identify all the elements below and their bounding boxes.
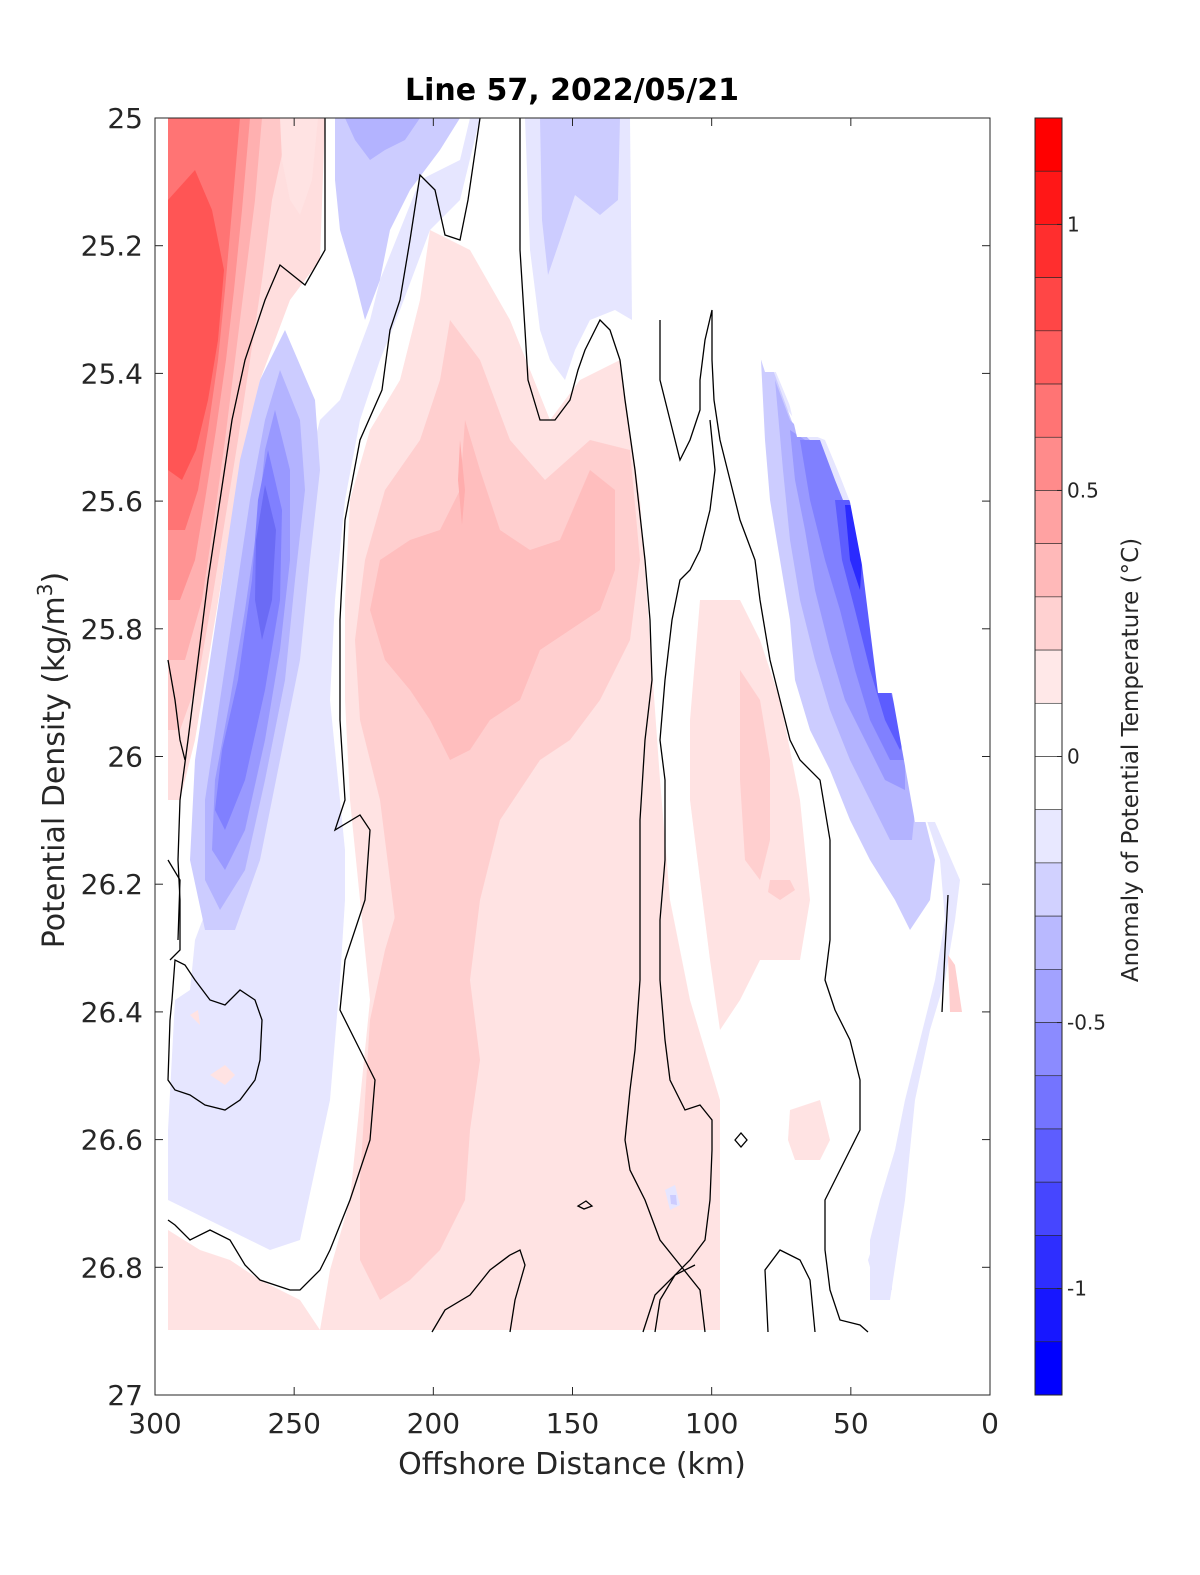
y-tick-label: 26.8 xyxy=(81,1251,143,1284)
colorbar-tick-label: -0.5 xyxy=(1067,1011,1106,1035)
y-axis: 25 25.2 25.4 25.6 25.8 26 26.2 26.4 26.6 26.8 27 xyxy=(81,102,990,1412)
colorbar-tick-label: -1 xyxy=(1067,1277,1087,1301)
x-tick-label: 150 xyxy=(546,1407,599,1440)
x-tick-label: 50 xyxy=(833,1407,869,1440)
zero-contour-lines xyxy=(167,118,949,1333)
x-tick-label: 250 xyxy=(267,1407,320,1440)
contour-line-5 xyxy=(519,118,706,1333)
y-tick-label: 25.4 xyxy=(81,357,143,390)
warm-offshore-l6 xyxy=(168,170,224,480)
y-tick-label: 26 xyxy=(107,741,143,774)
chart-title: Line 57, 2022/05/21 xyxy=(405,73,739,108)
contour-line-12 xyxy=(734,1132,748,1148)
colorbar-level xyxy=(1034,649,1063,704)
colorbar-level xyxy=(1034,1235,1063,1289)
cold-eddy-l5 xyxy=(255,485,276,640)
y-tick-label: 26.6 xyxy=(81,1124,143,1157)
colorbar-level xyxy=(1034,117,1063,172)
colorbar-level xyxy=(1034,702,1063,757)
colorbar-level xyxy=(1034,1075,1063,1130)
cold-small-3 xyxy=(868,1225,892,1290)
colorbar-level xyxy=(1034,224,1063,278)
y-tick-label: 25.8 xyxy=(81,613,143,646)
colorbar-tick-label: 1 xyxy=(1067,212,1080,236)
colorbar-tick-label: 0.5 xyxy=(1067,478,1099,502)
warm-patch-bottom-left xyxy=(168,1230,320,1330)
colorbar-level xyxy=(1034,170,1063,225)
y-axis-title-superscript: 3 xyxy=(33,583,57,596)
contour-line-7 xyxy=(654,419,716,1333)
colorbar-level xyxy=(1034,1341,1063,1396)
y-axis-title-close: ) xyxy=(37,572,72,584)
nodata-mask xyxy=(155,118,990,1395)
warm-mid-l4 xyxy=(458,440,465,525)
nodata-bottom xyxy=(155,1332,990,1395)
contour-line-11 xyxy=(167,958,263,1111)
contour-line-4 xyxy=(167,118,481,1291)
x-tick-label: 200 xyxy=(407,1407,460,1440)
warm-mid-l3 xyxy=(370,420,615,760)
y-tick-label: 26.2 xyxy=(81,868,143,901)
colorbar-level xyxy=(1034,1288,1063,1343)
filled-contours xyxy=(155,118,990,1395)
colorbar-level xyxy=(1034,862,1063,917)
colorbar-level xyxy=(1034,1128,1063,1183)
colorbar: 1 0.5 0 -0.5 -1 xyxy=(1034,117,1106,1396)
colorbar-level xyxy=(1034,543,1063,598)
warm-lower-l1 xyxy=(360,890,480,1300)
warm-small-1 xyxy=(210,1065,235,1085)
contour-line-6 xyxy=(659,309,869,1333)
y-axis-title: Potential Density (kg/m3) xyxy=(33,572,72,948)
cool-top-band xyxy=(168,118,480,1250)
contour-line-8 xyxy=(642,1264,696,1333)
y-axis-title-main: Potential Density (kg/m xyxy=(37,596,72,948)
contour-line-2 xyxy=(167,659,186,761)
colorbar-level xyxy=(1034,969,1063,1023)
x-tick-label: 100 xyxy=(685,1407,738,1440)
x-tick-label: 0 xyxy=(981,1407,999,1440)
x-tick-label: 300 xyxy=(128,1407,181,1440)
colorbar-level xyxy=(1034,756,1063,811)
y-tick-label: 26.4 xyxy=(81,996,143,1029)
warm-small-2 xyxy=(190,1010,200,1025)
colorbar-level xyxy=(1034,1181,1063,1236)
cold-coastal-l7 xyxy=(845,505,862,590)
x-axis: 300 250 200 150 100 50 0 xyxy=(128,118,999,1440)
y-tick-label: 25.6 xyxy=(81,485,143,518)
warm-top-center xyxy=(280,118,318,215)
colorbar-level xyxy=(1034,915,1063,970)
contour-line-13 xyxy=(576,1200,594,1210)
colorbar-level xyxy=(1034,490,1063,544)
colorbar-level xyxy=(1034,596,1063,651)
cold-small-2 xyxy=(670,1195,677,1205)
contour-line-9 xyxy=(764,1249,816,1333)
cool-top-l2 xyxy=(335,118,460,320)
contour-line-10 xyxy=(431,1249,526,1333)
warm-patch-bottom xyxy=(560,1240,630,1330)
contour-line-14 xyxy=(941,894,949,1013)
warm-rightmid-l3 xyxy=(768,880,795,900)
colorbar-level xyxy=(1034,1022,1063,1077)
warm-rightmid-l2 xyxy=(740,670,770,880)
colorbar-level xyxy=(1034,436,1063,491)
contour-line-3 xyxy=(167,859,181,941)
y-tick-label: 25 xyxy=(107,102,143,135)
x-axis-title: Offshore Distance (km) xyxy=(398,1447,746,1482)
colorbar-title: Anomaly of Potential Temperature (°C) xyxy=(1118,538,1144,982)
cool-top-right-l2 xyxy=(540,118,620,275)
warm-patch-lower xyxy=(788,1100,830,1160)
cool-top-l3 xyxy=(345,118,420,160)
colorbar-level xyxy=(1034,383,1063,438)
contour-line-1 xyxy=(169,118,326,961)
y-tick-label: 27 xyxy=(107,1379,143,1412)
colorbar-level xyxy=(1034,330,1063,385)
colorbar-level xyxy=(1034,809,1063,864)
colorbar-tick-label: 0 xyxy=(1067,745,1080,769)
y-tick-label: 25.2 xyxy=(81,230,143,263)
warm-coast-small xyxy=(948,955,962,1012)
colorbar-level xyxy=(1034,277,1063,332)
